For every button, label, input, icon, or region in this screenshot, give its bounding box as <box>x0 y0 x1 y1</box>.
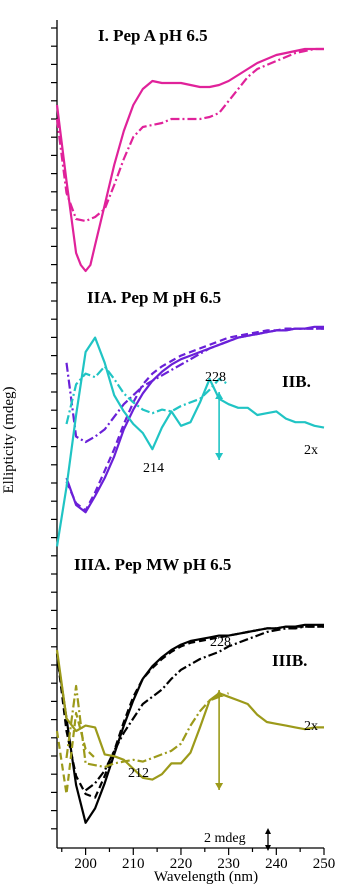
series-line-panel3-3 <box>84 625 324 792</box>
x-axis-title: Wavelength (nm) <box>154 869 258 885</box>
x-tick-label: 210 <box>122 856 145 872</box>
series-line-panel2-5 <box>65 365 230 425</box>
series-line-panel3-2 <box>55 625 324 799</box>
x-tick-label: 230 <box>217 856 240 872</box>
annotation-2x-panel2: 2x <box>304 443 318 458</box>
amplitude-arrow-panel3 <box>215 690 224 790</box>
series-line-panel2-3 <box>65 327 324 444</box>
panel-side-label-3: IIIB. <box>272 651 307 670</box>
panel-title-2: IIA. Pep M pH 6.5 <box>87 288 221 307</box>
amplitude-arrows <box>215 392 224 790</box>
series-line-panel2-2 <box>65 327 324 512</box>
series-line-panel3-5 <box>65 684 229 769</box>
scale-bar-arrow-icon <box>265 828 271 851</box>
x-tick-label: 250 <box>313 856 336 872</box>
y-axis-title: Ellipticity (mdeg) <box>1 386 17 493</box>
annotation-228-panel2: 228 <box>205 370 226 385</box>
annotation-228-panel3: 228 <box>210 635 231 650</box>
series-line-panel1-1 <box>55 47 324 273</box>
scale-bar-label: 2 mdeg <box>204 831 246 846</box>
x-tick-label: 200 <box>74 856 97 872</box>
x-tick-label: 240 <box>265 856 288 872</box>
panel-title-1: I. Pep A pH 6.5 <box>98 26 208 45</box>
x-tick-labels: 200 210 220 230 240 250 <box>74 856 335 872</box>
series-line-panel3-6 <box>55 711 96 796</box>
plot-frame <box>51 20 325 855</box>
panel-title-3: IIIA. Pep MW pH 6.5 <box>74 555 231 574</box>
spectra-curves <box>55 47 325 824</box>
series-line-panel3-4 <box>55 649 324 781</box>
series-line-panel1-2 <box>55 47 324 223</box>
annotation-2x-panel3: 2x <box>304 719 318 734</box>
series-line-panel2-4 <box>55 336 325 547</box>
amplitude-arrow-panel2 <box>215 392 224 460</box>
series-line-panel2-1 <box>65 325 324 514</box>
annotation-212-panel3: 212 <box>128 766 149 781</box>
x-tick-label: 220 <box>170 856 193 872</box>
panel-side-label-2: IIB. <box>282 372 311 391</box>
annotation-214-panel2: 214 <box>143 461 164 476</box>
